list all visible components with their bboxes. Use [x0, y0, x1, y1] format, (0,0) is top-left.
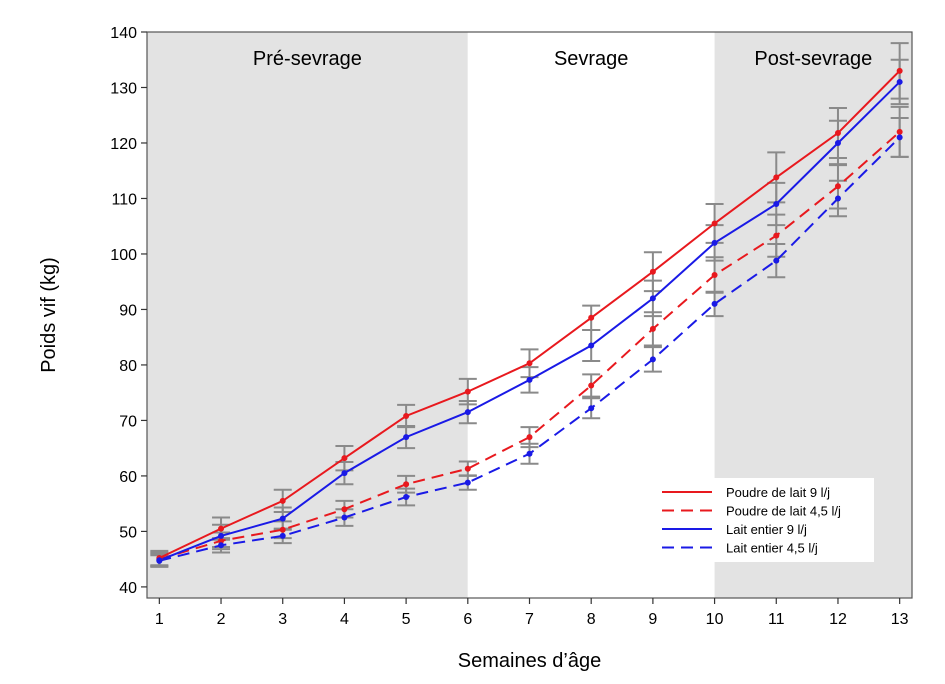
data-point-poudre-de-lait-4-5-l-j-12 — [834, 183, 841, 190]
data-point-poudre-de-lait-9-l-j-11 — [773, 174, 780, 181]
y-axis-title: Poids vif (kg) — [38, 257, 60, 373]
data-point-poudre-de-lait-4-5-l-j-11 — [773, 232, 780, 239]
x-tick-label-11: 11 — [768, 611, 785, 628]
data-point-poudre-de-lait-4-5-l-j-3 — [279, 526, 286, 533]
data-point-lait-entier-4-5-l-j-4 — [341, 514, 348, 521]
x-tick-label-6: 6 — [463, 611, 472, 628]
legend-entry-poudre-de-lait-9-l-j: Poudre de lait 9 l/j — [662, 485, 830, 500]
data-point-lait-entier-4-5-l-j-2 — [218, 542, 225, 549]
series-points — [156, 67, 903, 564]
data-point-poudre-de-lait-9-l-j-6 — [464, 388, 471, 395]
data-point-lait-entier-4-5-l-j-6 — [464, 479, 471, 486]
data-point-lait-entier-9-l-j-6 — [464, 409, 471, 416]
y-tick-label-90: 90 — [119, 302, 137, 319]
phase-band-0 — [147, 32, 468, 598]
x-tick-label-2: 2 — [217, 611, 226, 628]
data-point-lait-entier-9-l-j-12 — [834, 139, 841, 146]
data-point-lait-entier-9-l-j-7 — [526, 376, 533, 383]
data-point-poudre-de-lait-9-l-j-4 — [341, 455, 348, 462]
x-tick-label-8: 8 — [587, 611, 596, 628]
data-point-lait-entier-9-l-j-13 — [896, 78, 903, 85]
data-point-lait-entier-4-5-l-j-10 — [711, 300, 718, 307]
x-tick-label-10: 10 — [706, 611, 724, 628]
data-point-lait-entier-4-5-l-j-13 — [896, 134, 903, 141]
legend-label: Poudre de lait 4,5 l/j — [726, 504, 841, 519]
data-point-poudre-de-lait-9-l-j-12 — [834, 129, 841, 136]
data-point-lait-entier-9-l-j-8 — [588, 342, 595, 349]
x-tick-label-1: 1 — [155, 611, 164, 628]
data-point-poudre-de-lait-9-l-j-5 — [403, 412, 410, 419]
data-point-lait-entier-4-5-l-j-11 — [773, 257, 780, 264]
legend: Poudre de lait 9 l/j Poudre de lait 4,5 l… — [652, 478, 874, 562]
data-point-poudre-de-lait-4-5-l-j-4 — [341, 506, 348, 513]
data-point-poudre-de-lait-4-5-l-j-8 — [588, 382, 595, 389]
x-tick-label-12: 12 — [829, 611, 847, 628]
legend-label: Lait entier 4,5 l/j — [726, 541, 818, 556]
data-point-lait-entier-9-l-j-4 — [341, 470, 348, 477]
data-point-lait-entier-4-5-l-j-9 — [649, 356, 656, 363]
data-point-lait-entier-4-5-l-j-3 — [279, 532, 286, 539]
legend-label: Poudre de lait 9 l/j — [726, 485, 830, 500]
phase-label-0: Pré-sevrage — [253, 48, 362, 70]
phase-label-2: Post-sevrage — [754, 48, 872, 70]
y-tick-label-120: 120 — [110, 136, 137, 153]
y-tick-label-130: 130 — [110, 80, 137, 97]
y-tick-label-50: 50 — [119, 524, 137, 541]
data-point-lait-entier-9-l-j-9 — [649, 295, 656, 302]
x-tick-label-4: 4 — [340, 611, 349, 628]
y-tick-label-100: 100 — [110, 247, 137, 264]
legend-entry-lait-entier-9-l-j: Lait entier 9 l/j — [662, 522, 807, 537]
data-point-lait-entier-9-l-j-10 — [711, 239, 718, 246]
data-point-poudre-de-lait-9-l-j-9 — [649, 268, 656, 275]
data-point-lait-entier-4-5-l-j-12 — [834, 195, 841, 202]
data-point-lait-entier-9-l-j-11 — [773, 201, 780, 208]
x-tick-label-7: 7 — [525, 611, 534, 628]
legend-label: Lait entier 9 l/j — [726, 522, 807, 537]
data-point-poudre-de-lait-9-l-j-7 — [526, 360, 533, 367]
data-point-lait-entier-4-5-l-j-8 — [588, 405, 595, 412]
data-point-poudre-de-lait-9-l-j-3 — [279, 497, 286, 504]
phase-labels: Pré-sevrage Sevrage Post-sevrage — [253, 48, 872, 70]
data-point-poudre-de-lait-9-l-j-8 — [588, 314, 595, 321]
data-point-poudre-de-lait-4-5-l-j-7 — [526, 434, 533, 441]
legend-entry-lait-entier-4-5-l-j: Lait entier 4,5 l/j — [662, 541, 818, 556]
y-tick-label-110: 110 — [111, 191, 137, 208]
data-point-poudre-de-lait-4-5-l-j-10 — [711, 272, 718, 279]
y-tick-label-140: 140 — [110, 25, 137, 42]
data-point-poudre-de-lait-4-5-l-j-6 — [464, 465, 471, 472]
data-point-lait-entier-9-l-j-2 — [218, 532, 225, 539]
y-tick-label-80: 80 — [119, 358, 137, 375]
x-tick-label-3: 3 — [278, 611, 287, 628]
x-tick-label-13: 13 — [891, 611, 909, 628]
y-tick-label-70: 70 — [119, 413, 137, 430]
data-point-lait-entier-9-l-j-3 — [279, 515, 286, 522]
data-point-poudre-de-lait-4-5-l-j-13 — [896, 128, 903, 135]
data-point-poudre-de-lait-4-5-l-j-5 — [403, 481, 410, 488]
x-axis-title: Semaines d’âge — [458, 650, 601, 672]
data-point-poudre-de-lait-9-l-j-2 — [218, 525, 225, 532]
x-tick-label-5: 5 — [402, 611, 411, 628]
legend-entry-poudre-de-lait-4-5-l-j: Poudre de lait 4,5 l/j — [662, 504, 841, 519]
data-point-poudre-de-lait-4-5-l-j-2 — [218, 537, 225, 544]
y-tick-label-40: 40 — [119, 580, 137, 597]
data-point-lait-entier-9-l-j-5 — [403, 434, 410, 441]
data-point-poudre-de-lait-4-5-l-j-9 — [649, 325, 656, 332]
data-point-lait-entier-4-5-l-j-7 — [526, 450, 533, 457]
data-point-poudre-de-lait-9-l-j-13 — [896, 67, 903, 74]
y-tick-label-60: 60 — [119, 469, 137, 486]
data-point-lait-entier-4-5-l-j-1 — [156, 557, 163, 564]
phase-label-1: Sevrage — [554, 48, 629, 70]
x-tick-label-9: 9 — [648, 611, 657, 628]
data-point-lait-entier-4-5-l-j-5 — [403, 494, 410, 501]
data-point-poudre-de-lait-9-l-j-10 — [711, 220, 718, 227]
